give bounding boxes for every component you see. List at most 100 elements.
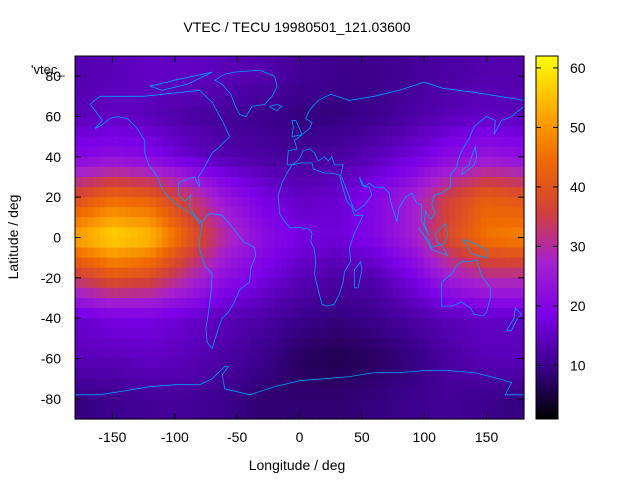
heatmap-cell (287, 207, 294, 218)
heatmap-cell (87, 156, 95, 168)
heatmap-cell (218, 298, 226, 309)
heatmap-cell (205, 247, 213, 259)
heatmap-cell (517, 96, 525, 108)
heatmap-cell (287, 126, 294, 138)
heatmap-cell (243, 378, 251, 390)
heatmap-cell (343, 267, 350, 279)
heatmap-cell (480, 136, 488, 148)
heatmap-cell (274, 388, 282, 400)
heatmap-cell (386, 338, 394, 350)
heatmap-cell (511, 388, 519, 400)
heatmap-cell (293, 277, 301, 289)
heatmap-cell (467, 318, 475, 329)
heatmap-cell (492, 237, 500, 249)
heatmap-cell (455, 56, 463, 67)
heatmap-cell (199, 86, 207, 97)
heatmap-cell (181, 146, 188, 158)
heatmap-cell (305, 408, 313, 420)
heatmap-cell (162, 247, 170, 259)
heatmap-cell (492, 308, 500, 319)
heatmap-cell (118, 257, 126, 269)
heatmap-cell (417, 368, 425, 380)
heatmap-cell (149, 136, 157, 148)
heatmap-cell (262, 187, 269, 198)
heatmap-cell (318, 106, 326, 118)
heatmap-cell (461, 388, 469, 400)
x-tick-label: 100 (413, 429, 437, 445)
heatmap-cell (224, 136, 232, 148)
heatmap-cell (343, 388, 350, 400)
heatmap-cell (249, 126, 257, 138)
heatmap-cell (424, 247, 432, 259)
coastline-australia (441, 259, 491, 317)
heatmap-cell (417, 66, 425, 77)
heatmap-cell (87, 166, 95, 178)
heatmap-cell (93, 368, 101, 380)
heatmap-cell (461, 358, 469, 370)
heatmap-cell (449, 237, 457, 249)
heatmap-cell (205, 146, 213, 158)
heatmap-cell (199, 146, 207, 158)
heatmap-cell (424, 348, 432, 360)
heatmap-cell (305, 136, 313, 148)
heatmap-cell (212, 318, 220, 329)
heatmap-cell (243, 76, 251, 87)
heatmap-cell (442, 96, 450, 108)
heatmap-cell (505, 388, 513, 400)
heatmap-cell (461, 308, 469, 319)
heatmap-cell (442, 237, 450, 249)
heatmap-cell (299, 237, 307, 249)
heatmap-cell (374, 187, 382, 198)
heatmap-cell (480, 338, 488, 350)
heatmap-cell (380, 247, 388, 259)
heatmap-cell (349, 106, 357, 118)
heatmap-cell (218, 237, 226, 249)
heatmap-cell (430, 106, 438, 118)
heatmap-cell (205, 308, 213, 319)
heatmap-cell (380, 408, 388, 420)
heatmap-cell (75, 247, 82, 259)
heatmap-cell (274, 318, 282, 329)
heatmap-cell (386, 187, 394, 198)
heatmap-cell (442, 388, 450, 400)
heatmap-cell (230, 318, 238, 329)
heatmap-cell (374, 146, 382, 158)
heatmap-cell (424, 338, 432, 350)
heatmap-cell (480, 348, 488, 360)
heatmap-cell (311, 247, 319, 259)
heatmap-cell (262, 197, 269, 208)
heatmap-cell (230, 368, 238, 380)
heatmap-cell (511, 338, 519, 350)
heatmap-cell (336, 287, 344, 299)
heatmap-cell (106, 247, 114, 259)
heatmap-cell (124, 136, 132, 148)
heatmap-cell (305, 378, 313, 390)
heatmap-cell (467, 308, 475, 319)
heatmap-cell (230, 408, 238, 420)
heatmap-cell (99, 237, 107, 249)
heatmap-cell (399, 96, 407, 108)
heatmap-cell (287, 378, 294, 390)
heatmap-cell (287, 398, 294, 410)
heatmap-cell (112, 388, 120, 400)
heatmap-cell (330, 257, 338, 269)
heatmap-cell (205, 136, 213, 148)
heatmap-cell (417, 237, 425, 249)
heatmap-cell (299, 166, 307, 178)
heatmap-cell (405, 156, 413, 168)
heatmap-cell (305, 368, 313, 380)
heatmap-cell (187, 96, 195, 108)
heatmap-cell (405, 76, 413, 87)
heatmap-cell (424, 378, 432, 390)
heatmap-cell (174, 328, 182, 339)
heatmap-cell (380, 318, 388, 329)
heatmap-cell (411, 277, 419, 289)
heatmap-cell (81, 348, 89, 360)
heatmap-cell (411, 338, 419, 350)
heatmap-cell (287, 298, 294, 309)
heatmap-cell (249, 338, 257, 350)
heatmap-cell (517, 86, 525, 97)
heatmap-cell (274, 187, 282, 198)
heatmap-cell (386, 328, 394, 339)
heatmap-cell (386, 348, 394, 360)
